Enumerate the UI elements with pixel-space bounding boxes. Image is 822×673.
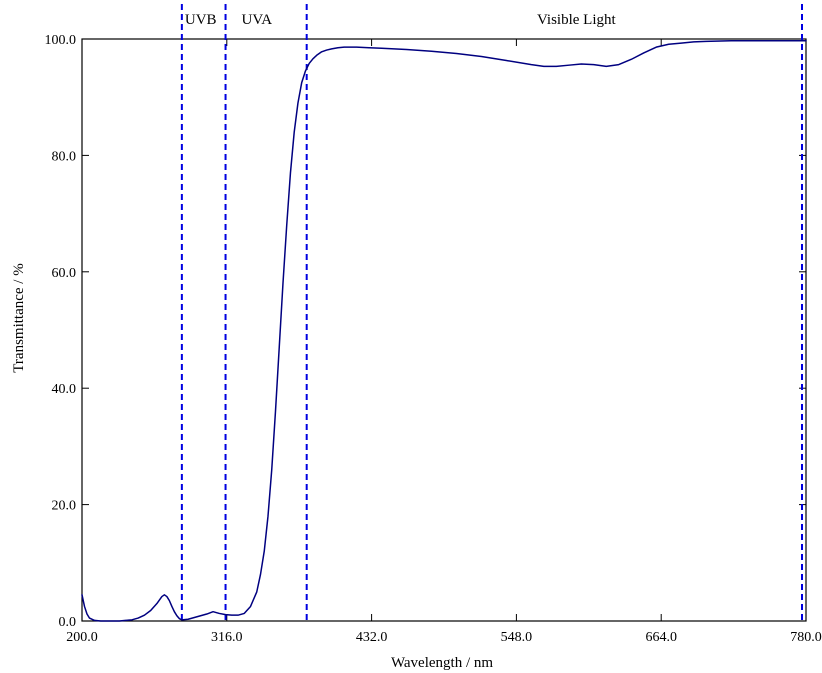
y-tick-label: 40.0 (52, 382, 77, 397)
y-tick-label: 60.0 (52, 266, 77, 281)
x-tick-label: 664.0 (645, 630, 677, 645)
region-label: Visible Light (537, 12, 617, 28)
x-tick-label: 432.0 (356, 630, 388, 645)
transmittance-series-line (81, 40, 807, 622)
x-tick-label: 780.0 (790, 630, 822, 645)
region-label: UVA (242, 12, 273, 28)
y-tick-label: 20.0 (52, 499, 77, 514)
x-tick-label: 200.0 (66, 630, 98, 645)
y-axis-title: Transmittance / % (11, 263, 27, 372)
x-tick-label: 548.0 (501, 630, 533, 645)
region-label: UVB (185, 12, 217, 28)
y-tick-label: 80.0 (52, 149, 77, 164)
y-tick-label: 100.0 (45, 33, 77, 48)
x-tick-label: 316.0 (211, 630, 243, 645)
x-axis-title: Wavelength / nm (391, 655, 493, 671)
y-tick-label: 0.0 (59, 615, 77, 630)
plot-frame (81, 38, 807, 622)
